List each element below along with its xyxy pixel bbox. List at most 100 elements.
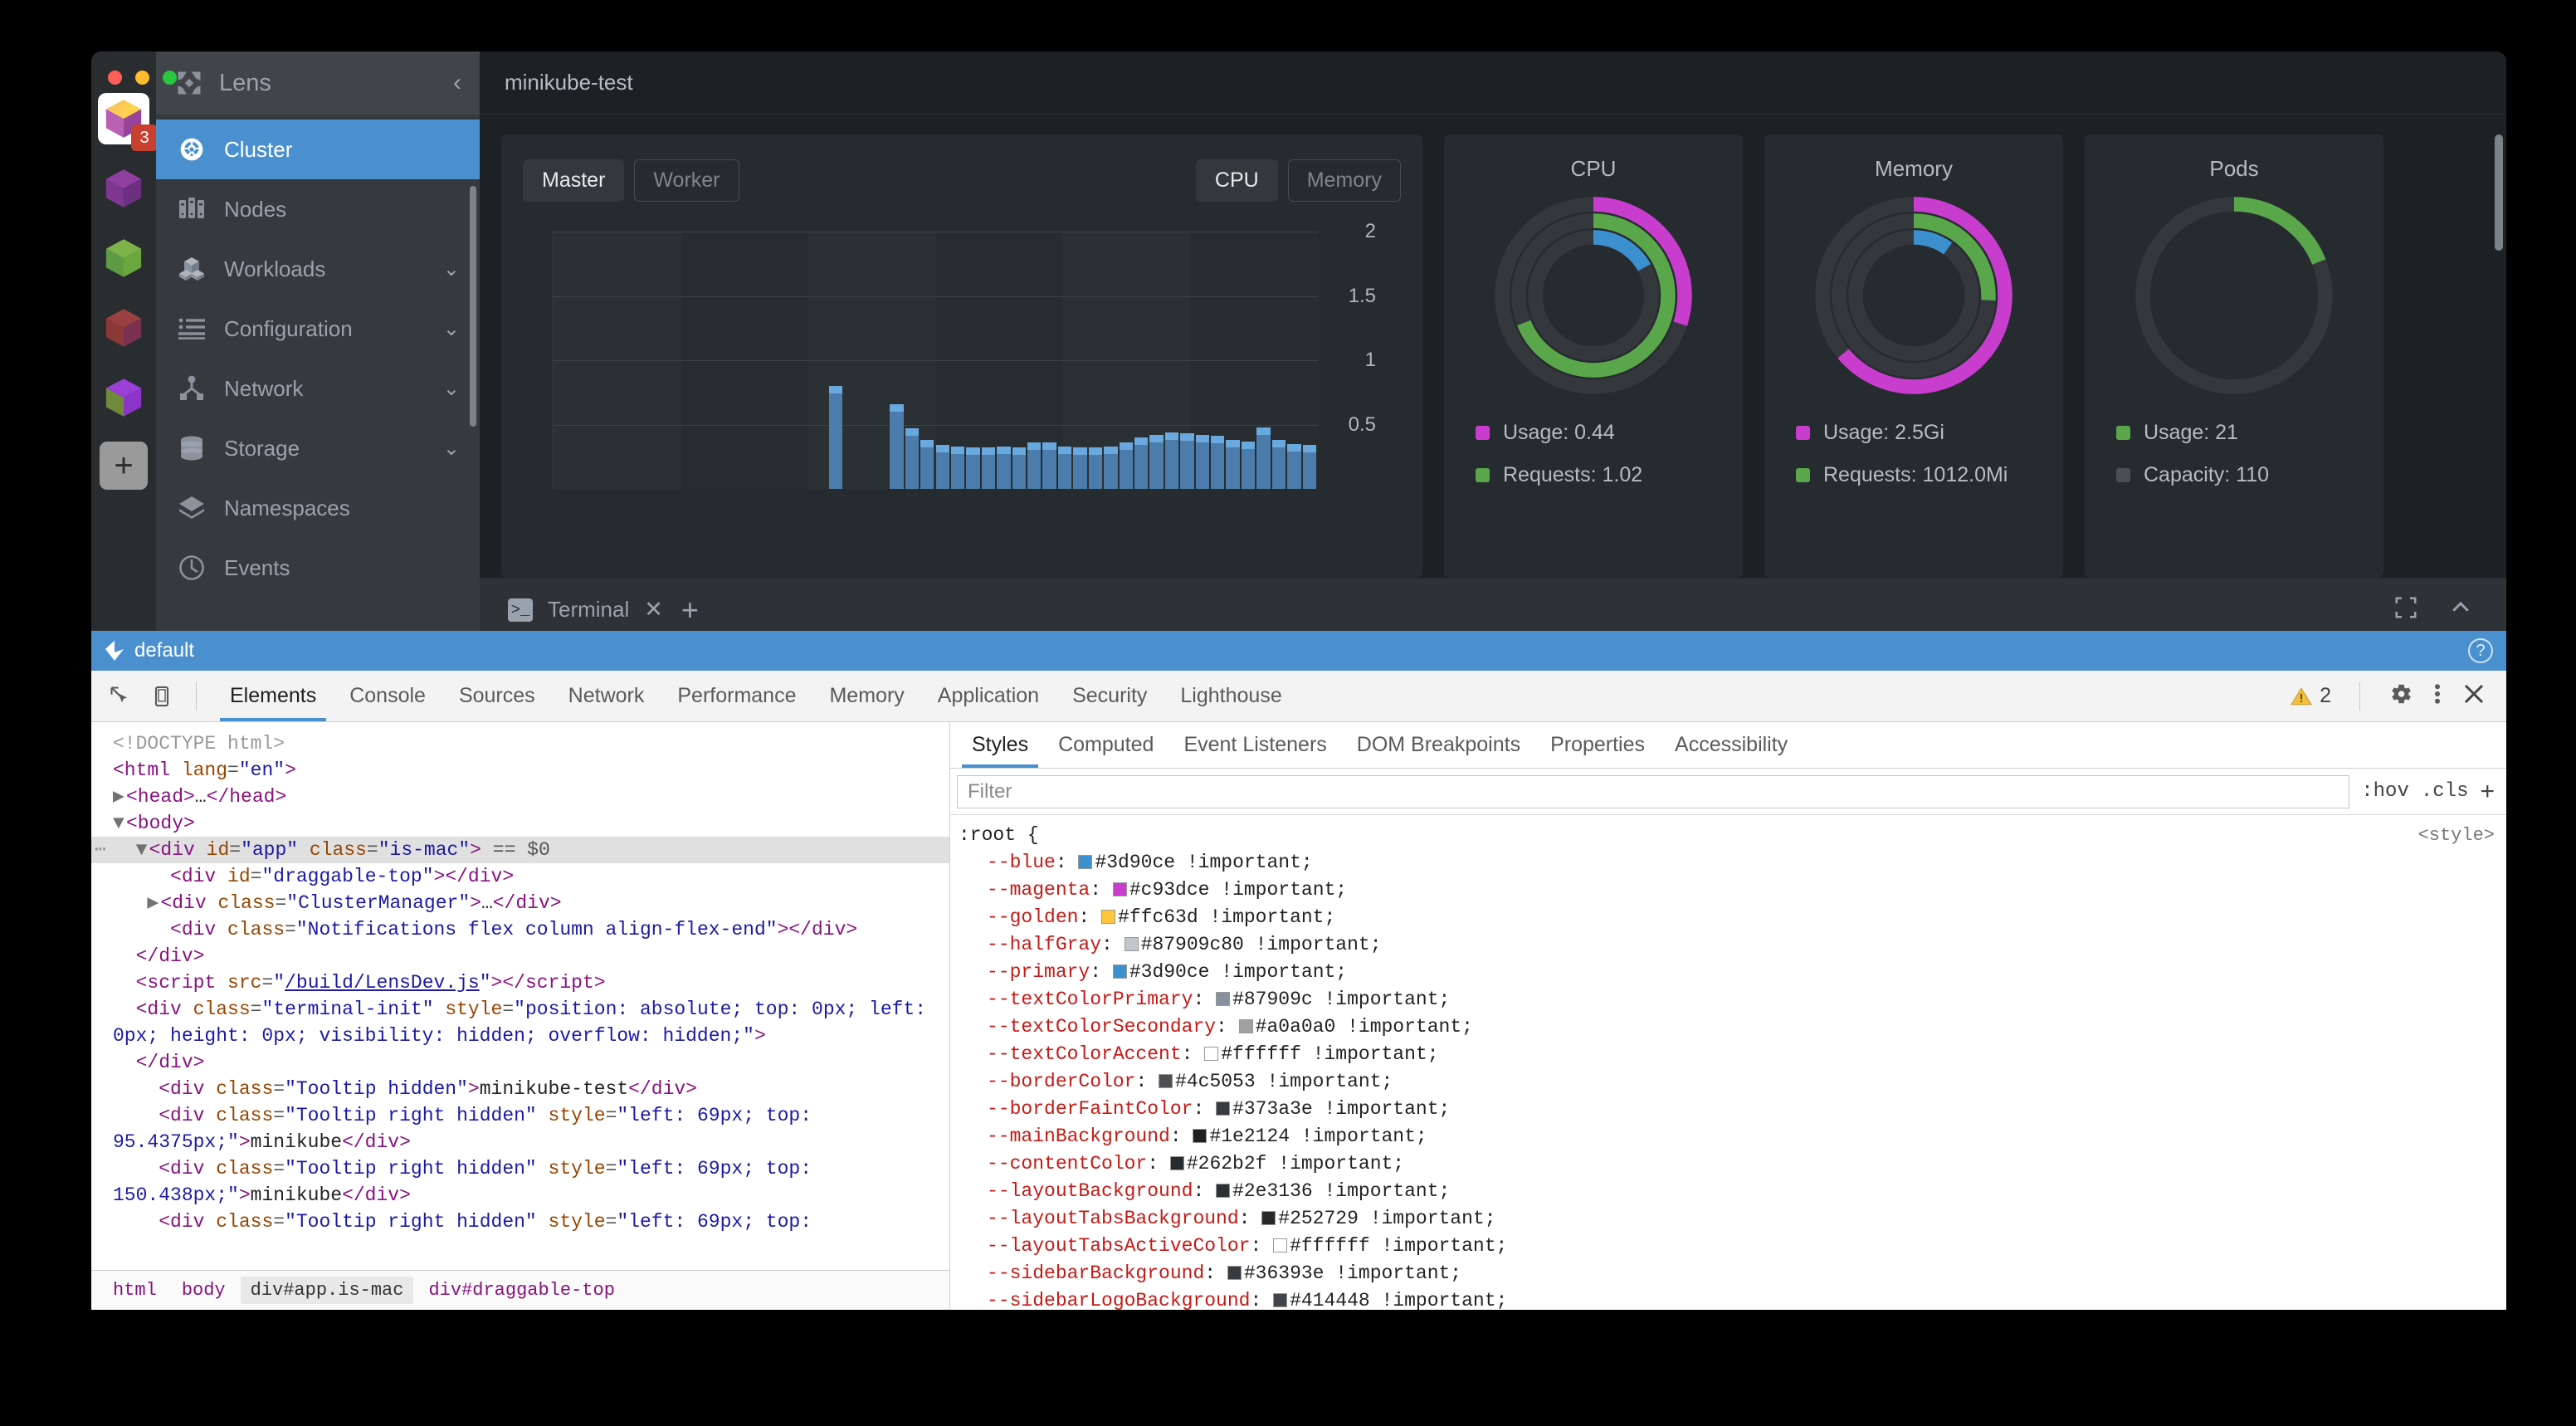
dom-line[interactable]: ▼<body>	[113, 813, 195, 834]
css-property-value[interactable]: #373a3e	[1232, 1098, 1313, 1120]
chevron-down-icon[interactable]: ⌄	[442, 437, 460, 460]
css-property-value[interactable]: #87909c80	[1140, 934, 1244, 955]
tab-properties[interactable]: Properties	[1550, 733, 1646, 756]
dom-line-selected[interactable]: ⋯ ▼<div id="app" class="is-mac"> == $0	[91, 837, 949, 863]
dom-line[interactable]: <script src="/build/LensDev.js"></script…	[135, 972, 606, 994]
chevron-down-icon[interactable]: ⌄	[442, 317, 460, 340]
style-origin-link[interactable]: <style>	[2417, 825, 2495, 846]
css-property-name[interactable]: --sidebarBackground	[987, 1262, 1205, 1284]
add-cluster-button[interactable]: +	[100, 442, 148, 490]
dom-line[interactable]: <div class="terminal-init" style="positi…	[113, 999, 938, 1047]
tab-performance[interactable]: Performance	[677, 684, 797, 707]
sidebar-item-workloads[interactable]: Workloads ⌄	[156, 239, 480, 299]
css-property-value[interactable]: #4c5053	[1175, 1071, 1256, 1092]
color-swatch[interactable]	[1112, 882, 1127, 896]
dom-line[interactable]: <div class="Tooltip right hidden" style=…	[113, 1105, 823, 1153]
css-property-value[interactable]: #a0a0a0	[1255, 1016, 1336, 1038]
sidebar-scrollbar[interactable]	[470, 186, 476, 427]
tab-security[interactable]: Security	[1072, 684, 1148, 707]
css-property-name[interactable]: --halfGray	[987, 934, 1102, 955]
gear-icon[interactable]	[2388, 681, 2413, 711]
sidebar-item-cluster[interactable]: Cluster	[156, 120, 480, 179]
cluster-icon-4[interactable]	[98, 302, 149, 354]
color-swatch[interactable]	[1101, 910, 1116, 924]
css-declaration[interactable]: --textColorAccent: #ffffff !important;	[959, 1041, 2506, 1068]
cluster-icon-2[interactable]	[98, 163, 149, 214]
css-property-value[interactable]: #262b2f	[1186, 1153, 1267, 1174]
dom-line[interactable]: </div>	[135, 1052, 205, 1073]
fullscreen-icon[interactable]	[2393, 595, 2418, 624]
breadcrumb-item[interactable]: div#draggable-top	[428, 1280, 615, 1301]
breadcrumb-item[interactable]: html	[113, 1280, 157, 1301]
tab-computed[interactable]: Computed	[1058, 733, 1154, 756]
sidebar-item-network[interactable]: Network ⌄	[156, 359, 480, 418]
close-window-button[interactable]	[108, 71, 122, 85]
add-terminal-button[interactable]: +	[681, 592, 699, 627]
tab-console[interactable]: Console	[349, 684, 426, 707]
css-declaration[interactable]: --mainBackground: #1e2124 !important;	[959, 1123, 2506, 1150]
warning-indicator[interactable]: 2	[2290, 684, 2331, 708]
dom-line[interactable]: <html lang="en">	[113, 759, 296, 781]
css-property-name[interactable]: --layoutBackground	[987, 1180, 1193, 1202]
css-property-name[interactable]: --blue	[987, 852, 1056, 873]
sidebar-item-nodes[interactable]: Nodes	[156, 179, 480, 239]
dom-line[interactable]: <div id="draggable-top"></div>	[170, 866, 515, 887]
sidebar-item-configuration[interactable]: Configuration ⌄	[156, 299, 480, 359]
element-classes-button[interactable]: .cls	[2420, 780, 2469, 803]
color-swatch[interactable]	[1216, 992, 1231, 1006]
color-swatch[interactable]	[1124, 937, 1139, 951]
color-swatch[interactable]	[1216, 1101, 1231, 1116]
cluster-icon-active[interactable]: 3	[98, 93, 158, 151]
tab-dom-breakpoints[interactable]: DOM Breakpoints	[1356, 733, 1521, 756]
css-declaration[interactable]: --borderColor: #4c5053 !important;	[959, 1068, 2506, 1096]
css-declaration[interactable]: --magenta: #c93dce !important;	[959, 877, 2506, 904]
css-property-name[interactable]: --textColorAccent	[987, 1043, 1182, 1065]
css-property-name[interactable]: --magenta	[987, 879, 1090, 901]
color-swatch[interactable]	[1238, 1019, 1253, 1033]
worker-button[interactable]: Worker	[634, 159, 739, 202]
cluster-icon-3[interactable]	[98, 232, 149, 284]
color-swatch[interactable]	[1273, 1293, 1288, 1307]
css-property-name[interactable]: --sidebarLogoBackground	[987, 1290, 1251, 1310]
help-icon[interactable]: ?	[2468, 638, 2493, 663]
inspect-element-icon[interactable]	[103, 679, 138, 714]
dom-line[interactable]: <div class="Tooltip right hidden" style=…	[113, 1158, 823, 1206]
dom-line[interactable]: <div class="Tooltip hidden">minikube-tes…	[159, 1078, 697, 1100]
color-swatch[interactable]	[1273, 1238, 1288, 1253]
color-swatch[interactable]	[1078, 855, 1093, 869]
terminal-tab[interactable]: >_ Terminal ✕	[508, 597, 663, 623]
css-declaration[interactable]: --golden: #ffc63d !important;	[959, 904, 2506, 931]
memory-button[interactable]: Memory	[1287, 159, 1401, 202]
css-declaration[interactable]: --sidebarLogoBackground: #414448 !import…	[959, 1287, 2506, 1310]
maximize-window-button[interactable]	[163, 71, 177, 85]
css-declaration[interactable]: --layoutBackground: #2e3136 !important;	[959, 1178, 2506, 1205]
dom-line[interactable]: ▶<head>…</head>	[113, 786, 287, 808]
css-property-name[interactable]: --mainBackground	[987, 1126, 1170, 1147]
css-declaration[interactable]: --sidebarBackground: #36393e !important;	[959, 1260, 2506, 1287]
css-property-value[interactable]: #c93dce	[1129, 879, 1210, 901]
sidebar-item-events[interactable]: Events	[156, 538, 480, 598]
cpu-button[interactable]: CPU	[1195, 159, 1278, 202]
css-property-value[interactable]: #2e3136	[1232, 1180, 1313, 1202]
cluster-icon-5[interactable]	[98, 372, 149, 423]
css-property-name[interactable]: --layoutTabsActiveColor	[987, 1235, 1251, 1257]
css-property-value[interactable]: #87909c	[1232, 989, 1313, 1010]
dom-tree[interactable]: <!DOCTYPE html> <html lang="en"> ▶<head>…	[91, 722, 949, 1270]
sidebar-item-storage[interactable]: Storage ⌄	[156, 418, 480, 478]
color-swatch[interactable]	[1193, 1129, 1208, 1143]
css-property-name[interactable]: --contentColor	[987, 1153, 1148, 1174]
chevron-down-icon[interactable]: ⌄	[442, 257, 460, 281]
chevron-down-icon[interactable]: ⌄	[442, 377, 460, 400]
css-declaration[interactable]: --layoutTabsBackground: #252729 !importa…	[959, 1205, 2506, 1233]
css-property-name[interactable]: --golden	[987, 906, 1079, 928]
css-declaration[interactable]: --contentColor: #262b2f !important;	[959, 1150, 2506, 1178]
tab-network[interactable]: Network	[568, 684, 645, 707]
dom-line[interactable]: <div class="Tooltip right hidden" style=…	[159, 1211, 812, 1233]
color-swatch[interactable]	[1216, 1184, 1231, 1198]
css-property-name[interactable]: --primary	[987, 961, 1090, 983]
css-declaration[interactable]: --textColorSecondary: #a0a0a0 !important…	[959, 1013, 2506, 1041]
css-property-name[interactable]: --borderColor	[987, 1071, 1136, 1092]
device-toolbar-icon[interactable]	[144, 679, 179, 714]
color-swatch[interactable]	[1227, 1266, 1242, 1280]
css-declaration[interactable]: --layoutTabsActiveColor: #ffffff !import…	[959, 1233, 2506, 1260]
